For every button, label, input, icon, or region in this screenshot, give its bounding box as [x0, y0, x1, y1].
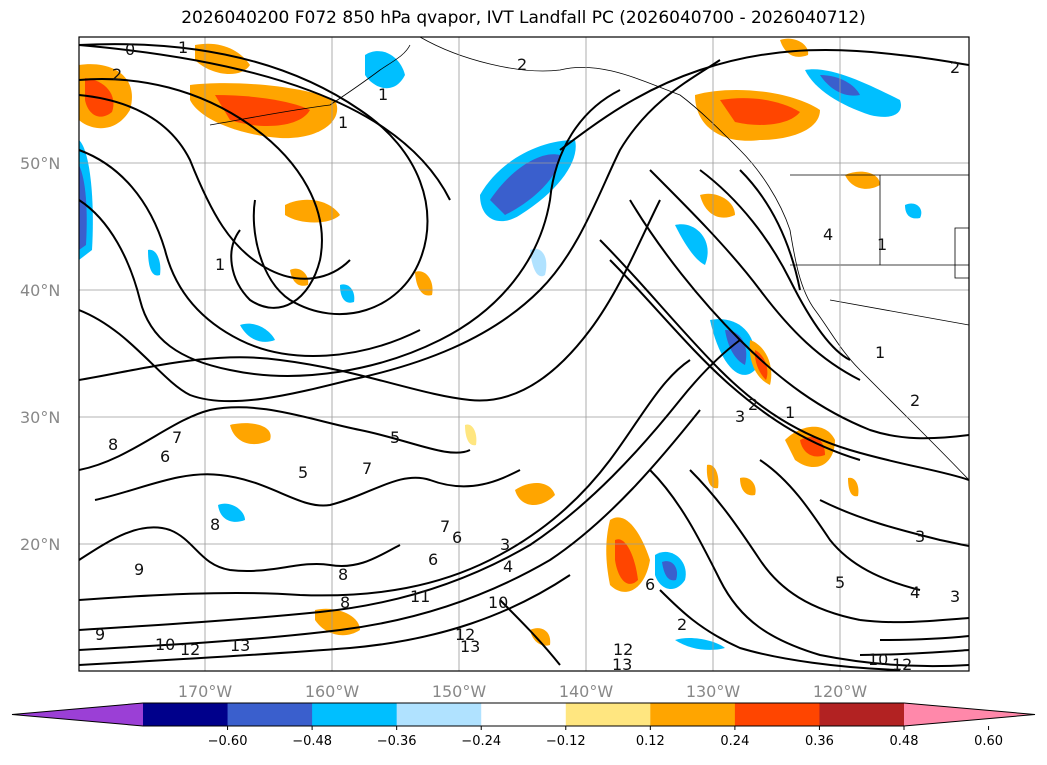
contour-label: 10 [868, 650, 888, 669]
contour-label: 6 [160, 447, 170, 466]
contour-label: 1 [877, 235, 887, 254]
longitude-labels: 170°W 160°W 150°W 140°W 130°W 120°W [178, 682, 868, 701]
contour-label: 7 [362, 459, 372, 478]
contour-label: 12 [180, 640, 200, 659]
contour-label: 13 [230, 636, 250, 655]
colorbar-tick-label: 0.36 [805, 734, 834, 749]
contour-label: 6 [645, 575, 655, 594]
contour-label: 4 [823, 225, 833, 244]
colorbar-extend-high [904, 703, 1035, 726]
colorbar-segment [819, 703, 905, 726]
colorbar-tick-label: 0.60 [974, 734, 1003, 749]
lat-label: 50°N [20, 154, 60, 173]
contour-label: 1 [378, 85, 388, 104]
colorbar-tick-label: −0.60 [208, 734, 248, 749]
contour-label: 11 [410, 587, 430, 606]
colorbar-tick-label: −0.36 [377, 734, 417, 749]
colorbar-segment [396, 703, 482, 726]
colorbar-segment [312, 703, 398, 726]
lon-label: 160°W [305, 682, 360, 701]
contour-label: 3 [950, 587, 960, 606]
contour-label: 9 [95, 625, 105, 644]
contour-label: 3 [915, 527, 925, 546]
lon-label: 130°W [686, 682, 741, 701]
contour-label: 5 [835, 573, 845, 592]
contour-label: 3 [500, 535, 510, 554]
lat-label: 20°N [20, 535, 60, 554]
colorbar-outline [11, 702, 1036, 727]
contour-label: 0 [125, 40, 135, 59]
contour-label: 8 [210, 515, 220, 534]
contour-label: 1 [338, 113, 348, 132]
map-title: 2026040200 F072 850 hPa qvapor, IVT Land… [181, 8, 866, 28]
lon-label: 120°W [813, 682, 868, 701]
contour-label: 7 [172, 428, 182, 447]
contour-label: 4 [910, 583, 920, 602]
contour-label: 12 [455, 625, 475, 644]
contour-label: 10 [155, 635, 175, 654]
colorbar-segment [650, 703, 736, 726]
contour-label: 4 [503, 557, 513, 576]
colorbar-tick-label: 0.48 [890, 734, 919, 749]
contour-label: 2 [950, 58, 960, 77]
contour-label: 1 [215, 255, 225, 274]
colorbar-tick-label: −0.48 [292, 734, 332, 749]
contour-label: 3 [735, 407, 745, 426]
contour-label: 8 [108, 435, 118, 454]
contour-label: 2 [112, 65, 122, 84]
colorbar-tick-label: −0.24 [461, 734, 501, 749]
colorbar-segment [227, 703, 313, 726]
lat-label: 40°N [20, 281, 60, 300]
contour-label: 10 [488, 593, 508, 612]
contour-label: 6 [452, 528, 462, 547]
contour-label: 1 [785, 403, 795, 422]
lon-label: 170°W [178, 682, 233, 701]
contour-label: 2 [517, 55, 527, 74]
colorbar-tick-label: 0.24 [720, 734, 749, 749]
contour-label: 13 [460, 637, 480, 656]
lon-label: 150°W [432, 682, 487, 701]
contour-layer [79, 43, 969, 671]
contour-label: 6 [428, 550, 438, 569]
contour-labels: 0 1 2 1 2 2 1 1 8 7 6 5 7 5 6 7 6 8 8 9 … [95, 38, 960, 674]
contour-label: 2 [748, 395, 758, 414]
map-border [78, 36, 970, 672]
contour-label: 2 [910, 391, 920, 410]
lon-label: 140°W [559, 682, 614, 701]
contour-label: 8 [338, 565, 348, 584]
colorbar-segment [481, 703, 567, 726]
contour-label: 12 [613, 640, 633, 659]
contour-label: 7 [440, 517, 450, 536]
colorbar-segment [734, 703, 820, 726]
lat-label: 30°N [20, 408, 60, 427]
contour-label: 5 [390, 428, 400, 447]
colorbar-extend-low [12, 703, 143, 726]
latitude-labels: 50°N 40°N 30°N 20°N [20, 154, 60, 554]
contour-label: 5 [298, 463, 308, 482]
contour-label: 1 [875, 343, 885, 362]
colorbar-segment [565, 703, 651, 726]
contour-label: 12 [892, 655, 912, 674]
contour-label: 9 [134, 560, 144, 579]
contour-label: 1 [178, 38, 188, 57]
contour-label: 13 [612, 655, 632, 674]
colorbar-tick-label: 0.12 [636, 734, 665, 749]
contour-label: 2 [677, 615, 687, 634]
colorbar-segment [143, 703, 229, 726]
colorbar-tick-label: −0.12 [546, 734, 586, 749]
colorbar: −0.60 −0.48 −0.36 −0.24 −0.12 0.12 0.24 0.36 0.4… [11, 702, 1036, 749]
contour-label: 8 [340, 593, 350, 612]
